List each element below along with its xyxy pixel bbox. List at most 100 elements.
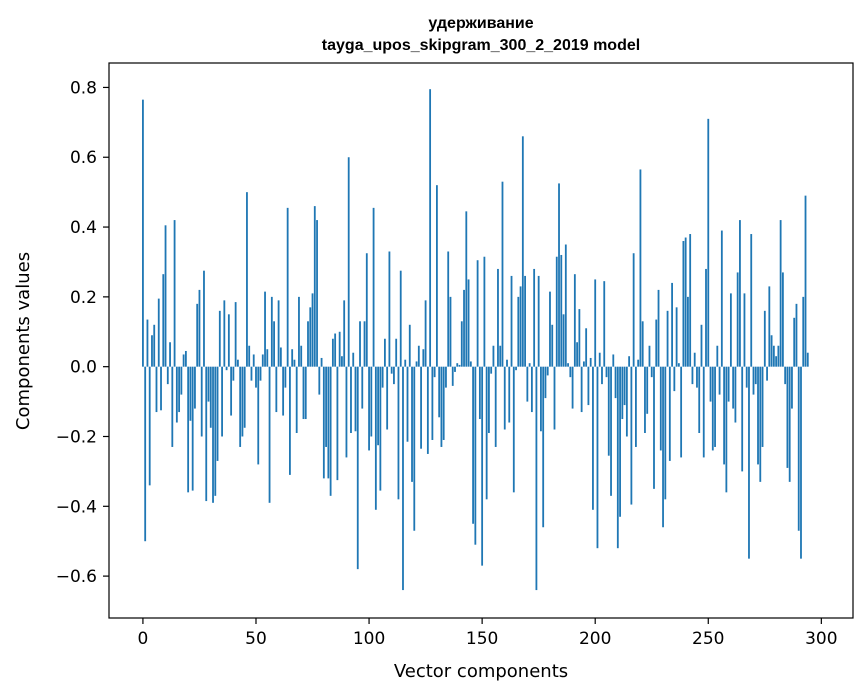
bar	[417, 345, 420, 367]
bar	[313, 206, 316, 367]
bar	[383, 338, 386, 367]
bar	[729, 293, 732, 367]
bar	[797, 366, 800, 531]
bar	[585, 328, 588, 367]
y-axis-ticks: −0.6 −0.4 −0.2 0.0 0.2 0.4 0.6 0.8	[56, 78, 109, 587]
bar	[187, 366, 190, 493]
bar	[578, 309, 581, 367]
bar	[603, 281, 606, 367]
bar	[763, 310, 766, 367]
bar	[537, 275, 540, 367]
bar	[671, 282, 673, 367]
bar	[374, 366, 377, 510]
bar	[433, 366, 436, 378]
bar	[239, 366, 242, 447]
bar	[535, 366, 538, 591]
bar	[506, 359, 508, 367]
bar	[345, 366, 348, 458]
bar	[336, 366, 339, 481]
bar	[273, 321, 275, 367]
bar	[734, 366, 737, 423]
bar	[212, 366, 214, 503]
bar	[673, 366, 676, 392]
bar	[596, 366, 599, 549]
bar	[641, 321, 644, 367]
bar	[354, 366, 357, 432]
bar	[806, 352, 809, 367]
x-axis-label: Vector components	[394, 661, 568, 682]
bar	[766, 366, 768, 381]
bar	[368, 366, 370, 451]
bar	[189, 366, 192, 421]
bar	[524, 275, 526, 367]
bar	[589, 357, 592, 367]
bar	[218, 310, 221, 367]
bar	[302, 366, 305, 420]
bar	[635, 366, 637, 447]
bar	[277, 300, 280, 367]
bar	[246, 192, 248, 367]
bar	[146, 319, 149, 367]
bar	[440, 366, 443, 447]
bar	[465, 211, 468, 367]
bar	[720, 230, 723, 367]
bar	[203, 270, 205, 367]
bar	[630, 366, 633, 505]
bar	[449, 296, 452, 367]
bar	[162, 274, 165, 367]
bar	[714, 366, 716, 447]
bar	[592, 366, 594, 510]
bar	[178, 366, 181, 413]
bar	[404, 359, 407, 367]
bar	[564, 244, 567, 367]
bar	[702, 366, 705, 458]
bar	[709, 366, 712, 402]
bar	[757, 366, 759, 465]
bar	[696, 366, 698, 388]
bar	[408, 324, 411, 367]
bar	[338, 331, 341, 367]
bar	[485, 366, 488, 500]
bar	[399, 270, 402, 367]
bar	[248, 345, 251, 367]
y-tick-label: 0.6	[70, 148, 97, 168]
bar	[372, 207, 375, 367]
bar	[632, 253, 635, 367]
bar	[510, 275, 513, 367]
bar	[365, 253, 368, 367]
bar	[515, 366, 517, 371]
bar	[209, 366, 212, 428]
bar	[736, 272, 739, 367]
bar	[675, 307, 678, 367]
bar	[612, 354, 615, 367]
bar	[784, 366, 787, 385]
bar	[379, 366, 382, 491]
bar	[761, 366, 764, 447]
bar	[512, 366, 515, 493]
bar	[325, 366, 327, 447]
bar	[494, 366, 497, 447]
bar	[413, 366, 416, 531]
y-tick-label: 0.0	[70, 358, 97, 378]
bar	[361, 366, 364, 409]
bar	[739, 220, 741, 367]
bar	[772, 345, 775, 367]
bar	[748, 366, 750, 559]
bar	[800, 366, 802, 559]
bar	[659, 366, 662, 451]
bar	[594, 279, 597, 367]
bar	[207, 366, 210, 402]
bar	[451, 366, 454, 386]
bar	[406, 366, 409, 442]
bar	[711, 366, 714, 451]
bar	[279, 347, 282, 367]
bar	[707, 118, 710, 367]
bar	[508, 366, 511, 423]
bar	[598, 352, 601, 367]
bar	[411, 366, 413, 482]
bar	[223, 300, 226, 367]
bar	[359, 321, 361, 367]
bar	[320, 357, 323, 367]
bar	[503, 366, 506, 430]
bar	[422, 349, 425, 367]
